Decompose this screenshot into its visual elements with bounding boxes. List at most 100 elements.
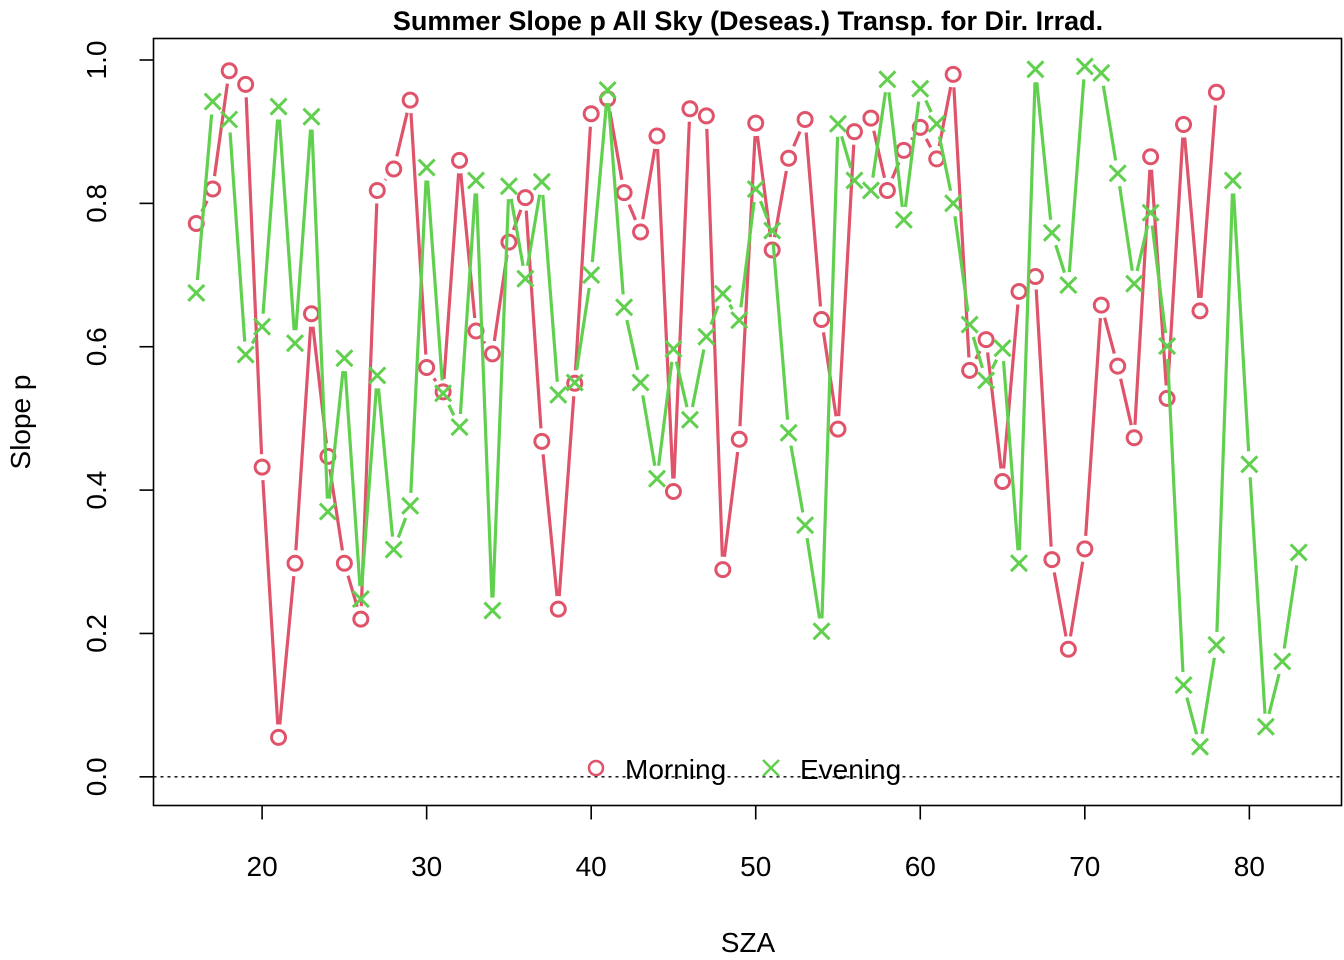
morning-point bbox=[632, 223, 650, 241]
evening-line-segment bbox=[1067, 79, 1086, 273]
evening-point bbox=[1256, 717, 1275, 736]
morning-point bbox=[747, 114, 765, 132]
evening-point bbox=[647, 469, 667, 488]
morning-point bbox=[977, 331, 995, 349]
evening-line-segment bbox=[277, 119, 296, 331]
morning-point bbox=[270, 728, 288, 746]
evening-point bbox=[796, 516, 815, 535]
evening-line-segment bbox=[789, 445, 805, 513]
morning-point bbox=[911, 118, 929, 136]
morning-line-segment bbox=[1133, 169, 1152, 425]
evening-line-segment bbox=[310, 129, 329, 499]
y-axis-label: Slope p bbox=[5, 375, 36, 470]
morning-point bbox=[302, 305, 320, 323]
evening-point bbox=[812, 622, 831, 641]
morning-point bbox=[615, 184, 633, 202]
evening-line-segment bbox=[474, 193, 494, 598]
morning-point bbox=[1026, 267, 1044, 285]
evening-line-segment bbox=[1001, 361, 1020, 551]
evening-line-segment bbox=[425, 180, 444, 381]
evening-line-segment bbox=[903, 101, 921, 208]
evening-point bbox=[1289, 543, 1308, 562]
evening-line-segment bbox=[887, 92, 904, 208]
morning-point bbox=[1076, 540, 1094, 558]
evening-line-segment bbox=[674, 361, 689, 408]
morning-point bbox=[1010, 283, 1028, 301]
y-tick-label: 0.8 bbox=[81, 184, 112, 223]
evening-point bbox=[1042, 223, 1061, 242]
x-tick-label: 70 bbox=[1069, 851, 1100, 882]
morning-line-segment bbox=[792, 130, 802, 147]
evening-line-segment bbox=[509, 198, 525, 267]
evening-line-segment bbox=[820, 136, 840, 619]
evening-line-segment bbox=[1101, 85, 1118, 161]
morning-line-segment bbox=[1199, 105, 1218, 299]
x-axis-label: SZA bbox=[721, 927, 776, 958]
evening-point bbox=[730, 311, 749, 330]
y-tick-label: 0.6 bbox=[81, 327, 112, 366]
evening-point bbox=[1158, 336, 1177, 356]
morning-line-segment bbox=[924, 138, 933, 149]
legend: Morning Evening bbox=[587, 754, 901, 785]
morning-point bbox=[483, 345, 501, 363]
evening-line-segment bbox=[525, 194, 542, 267]
evening-line-segment bbox=[409, 180, 428, 493]
morning-point bbox=[1191, 302, 1209, 320]
evening-point bbox=[236, 345, 255, 364]
evening-line-segment bbox=[360, 388, 378, 587]
morning-point bbox=[286, 554, 304, 572]
evening-point bbox=[466, 171, 486, 190]
evening-line-segment bbox=[1166, 358, 1185, 673]
evening-point bbox=[828, 114, 848, 133]
morning-line-segment bbox=[409, 113, 428, 355]
evening-point bbox=[302, 107, 321, 126]
morning-line-segment bbox=[738, 135, 757, 427]
morning-point bbox=[220, 62, 238, 80]
morning-point bbox=[648, 127, 666, 145]
evening-line-segment bbox=[739, 201, 756, 308]
morning-point bbox=[1092, 296, 1110, 314]
evening-point bbox=[680, 410, 699, 429]
evening-point bbox=[779, 423, 798, 442]
morning-point bbox=[895, 141, 913, 159]
evening-point bbox=[335, 349, 354, 368]
morning-line-segment bbox=[442, 173, 461, 380]
evening-point bbox=[944, 194, 963, 213]
evening-line-segment bbox=[1248, 477, 1267, 714]
morning-line-segment bbox=[346, 575, 359, 608]
morning-point bbox=[237, 75, 255, 93]
evening-line-segment bbox=[1035, 82, 1053, 220]
evening-point bbox=[450, 417, 469, 437]
evening-point bbox=[861, 181, 880, 200]
evening-point bbox=[1174, 676, 1193, 695]
evening-line-segment bbox=[447, 404, 456, 417]
morning-point bbox=[368, 181, 386, 199]
evening-point bbox=[927, 114, 946, 133]
morning-point bbox=[418, 359, 436, 377]
evening-point bbox=[1026, 60, 1045, 79]
morning-point bbox=[944, 65, 962, 83]
morning-point bbox=[451, 151, 469, 169]
evening-line-segment bbox=[575, 287, 591, 370]
evening-line-segment bbox=[805, 537, 822, 619]
evening-line-segment bbox=[759, 200, 769, 220]
evening-point bbox=[763, 221, 782, 240]
morning-point bbox=[664, 483, 682, 501]
morning-point bbox=[1043, 551, 1061, 569]
evening-point bbox=[483, 601, 502, 620]
x-tick-label: 20 bbox=[247, 851, 278, 882]
evening-line-segment bbox=[458, 193, 477, 415]
evening-line-segment bbox=[327, 370, 345, 499]
evening-point bbox=[713, 284, 732, 303]
evening-line-segment bbox=[1017, 82, 1037, 551]
evening-line-segment bbox=[924, 99, 933, 113]
morning-line-segment bbox=[656, 148, 675, 479]
evening-point bbox=[203, 92, 222, 111]
morning-point bbox=[401, 91, 419, 109]
morning-line-segment bbox=[1002, 304, 1020, 469]
evening-point bbox=[615, 298, 634, 317]
evening-line-segment bbox=[990, 359, 999, 370]
morning-point bbox=[1059, 640, 1077, 658]
evening-point bbox=[746, 179, 765, 199]
